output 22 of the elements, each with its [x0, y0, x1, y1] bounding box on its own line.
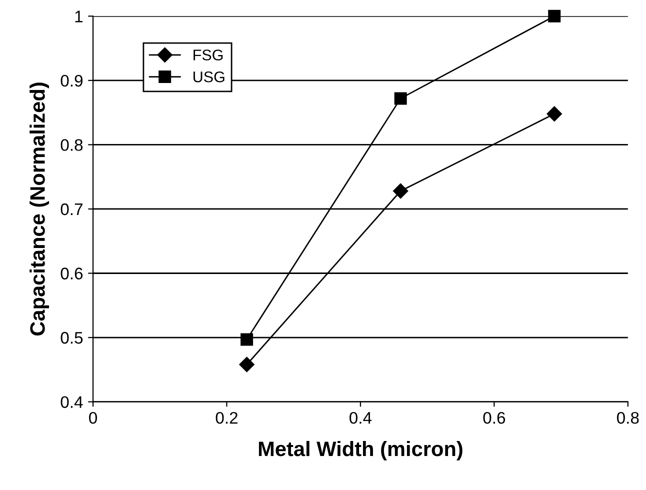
point — [394, 92, 407, 105]
y-axis-title: Capacitance (Normalized) — [30, 82, 50, 336]
y-tick-label: 0.9 — [60, 74, 83, 87]
y-tick-label: 0.7 — [60, 203, 82, 216]
x-tick-label: 0 — [89, 412, 98, 424]
x-tick-label: 0.4 — [350, 412, 372, 424]
x-tick-label: 0.6 — [483, 412, 506, 424]
point — [240, 333, 254, 346]
y-tick-label: 0.5 — [60, 332, 83, 344]
point — [548, 10, 561, 22]
y-tick-label: 0.6 — [60, 268, 83, 280]
legend-label: FSG — [194, 50, 223, 60]
y-tick-label: 1 — [75, 10, 82, 22]
x-tick-label: 0.8 — [616, 412, 639, 424]
x-tick-label: 0.2 — [216, 412, 238, 424]
y-tick-label: 0.4 — [60, 396, 83, 408]
legend-label: USG — [194, 71, 224, 82]
point — [239, 356, 254, 372]
x-axis-title: Metal Width (micron) — [258, 440, 462, 460]
point — [546, 106, 562, 122]
point — [393, 183, 408, 199]
y-tick-label: 0.8 — [60, 139, 83, 151]
